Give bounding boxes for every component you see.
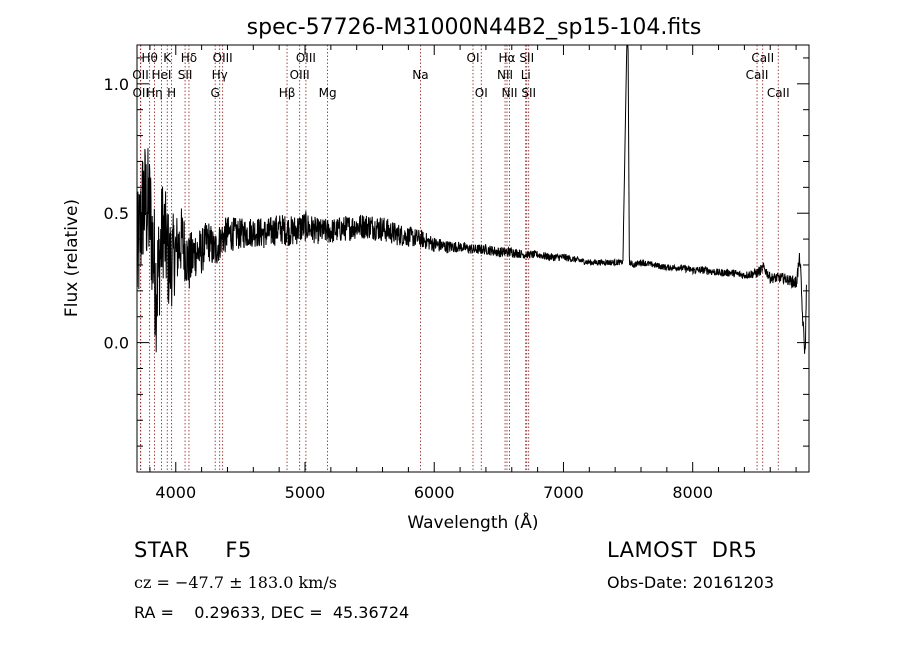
x-tick-label-4: 8000 <box>672 483 713 502</box>
line-label-3: OIII <box>213 51 233 65</box>
line-label-10: HeI <box>151 68 171 82</box>
line-label-22: Hβ <box>279 86 296 100</box>
x-axis: 4000 5000 6000 7000 8000 <box>149 45 797 502</box>
spectral-line-markers <box>140 45 779 472</box>
line-label-14: Na <box>412 68 428 82</box>
x-tick-label-0: 4000 <box>155 483 196 502</box>
x-tick-label-2: 6000 <box>414 483 455 502</box>
line-label-11: SII <box>178 68 193 82</box>
line-label-5: OI <box>467 51 480 65</box>
line-label-7: SII <box>519 51 534 65</box>
line-label-4: OIII <box>296 51 316 65</box>
line-label-15: NII <box>497 68 513 82</box>
line-label-0: Hθ <box>141 51 157 65</box>
survey-release: LAMOST DR5 <box>607 538 758 562</box>
observation-date: Obs-Date: 20161203 <box>607 573 775 592</box>
object-class: STAR F5 <box>134 538 252 562</box>
plot-frame <box>136 44 810 473</box>
x-tick-label-3: 7000 <box>543 483 584 502</box>
line-label-2: Hδ <box>181 51 197 65</box>
line-label-19: Hη <box>146 86 163 100</box>
spectrum-line <box>136 44 807 354</box>
line-label-16: Li <box>521 68 531 82</box>
x-axis-label: Wavelength (Å) <box>407 511 538 533</box>
line-label-1: K <box>163 51 172 65</box>
line-label-9: OII <box>132 68 149 82</box>
chart-title: spec-57726-M31000N44B2_sp15-104.fits <box>247 15 702 40</box>
line-label-13: OIII <box>290 68 310 82</box>
y-tick-label-2: 1.0 <box>104 75 129 94</box>
line-label-6: Hα <box>499 51 516 65</box>
line-label-25: NII <box>502 86 518 100</box>
line-label-26: SII <box>521 86 536 100</box>
y-axis-label: Flux (relative) <box>62 199 82 317</box>
coordinates: RA = 0.29633, DEC = 45.36724 <box>134 603 410 622</box>
y-axis: 0.0 0.5 1.0 <box>104 57 809 447</box>
x-tick-label-1: 5000 <box>285 483 326 502</box>
line-label-23: Mg <box>319 86 337 100</box>
line-label-20: H <box>167 86 176 100</box>
line-label-12: Hγ <box>212 68 228 82</box>
line-label-21: G <box>211 86 220 100</box>
y-tick-label-1: 0.5 <box>104 204 129 223</box>
redshift-velocity: cz = −47.7 ± 183.0 km/s <box>134 573 337 592</box>
line-label-8: CaII <box>751 51 774 65</box>
line-label-27: CaII <box>767 86 790 100</box>
line-label-24: OI <box>475 86 488 100</box>
line-label-17: CaII <box>746 68 769 82</box>
y-tick-label-0: 0.0 <box>104 334 129 353</box>
